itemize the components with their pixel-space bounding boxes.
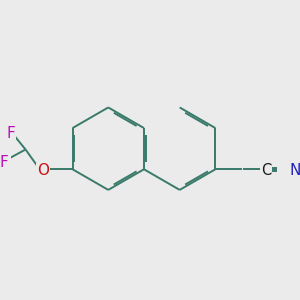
Text: O: O — [37, 163, 49, 178]
Text: F: F — [0, 155, 8, 170]
Text: N: N — [290, 163, 300, 178]
Text: F: F — [7, 126, 16, 141]
Text: C: C — [261, 163, 271, 178]
